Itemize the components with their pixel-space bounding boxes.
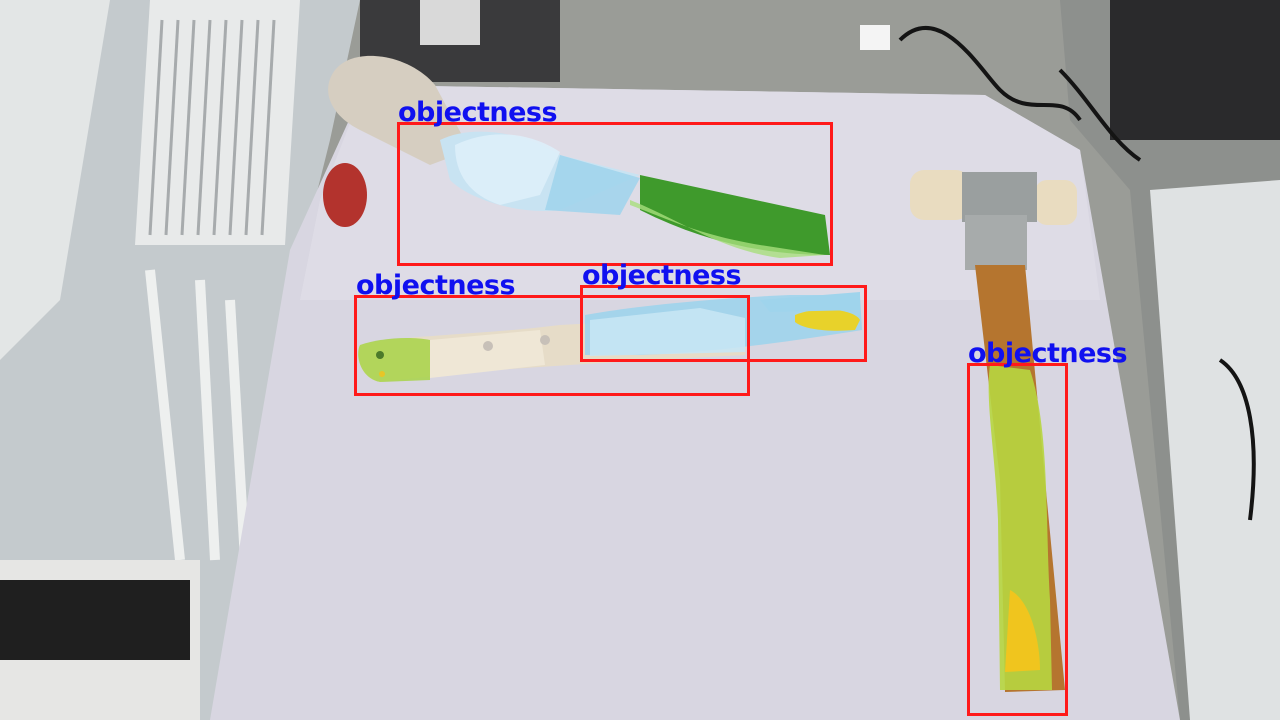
blue-blade-knife [585,292,862,356]
label-blue-blade: objectness [582,260,742,291]
cables [898,25,1256,521]
label-spatula: objectness [398,97,558,128]
label-wooden-knife: objectness [356,270,516,301]
bbox-blue-blade [580,285,867,362]
spatula-knife [328,55,830,258]
hammer [910,170,1077,692]
label-hammer: objectness [968,338,1128,369]
bbox-hammer [967,363,1068,716]
radiator [135,0,300,245]
bbox-wooden-knife [354,295,750,396]
pipes [145,269,250,561]
bbox-spatula [397,122,833,266]
